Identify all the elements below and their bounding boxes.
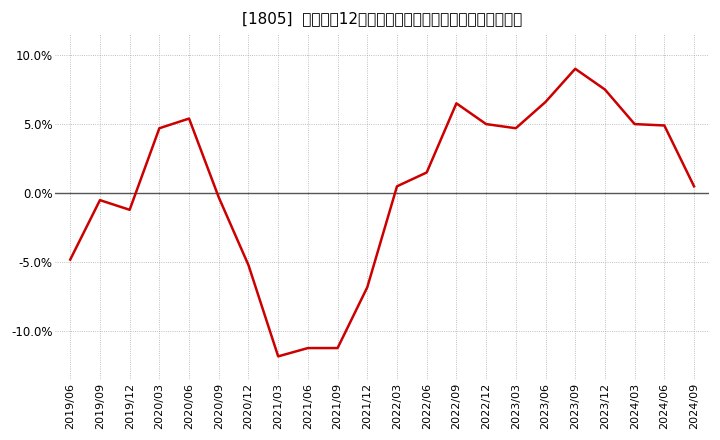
Title: [1805]  売上高の12か月移動合計の対前年同期増減率の推移: [1805] 売上高の12か月移動合計の対前年同期増減率の推移 <box>242 11 522 26</box>
